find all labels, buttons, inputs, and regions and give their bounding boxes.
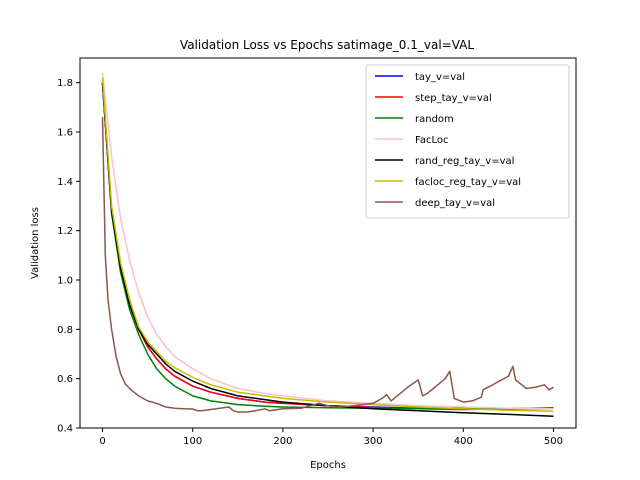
x-tick-label: 400 xyxy=(454,436,473,447)
x-axis-label: Epochs xyxy=(310,460,346,471)
legend-label: FacLoc xyxy=(415,135,448,146)
legend-label: step_tay_v=val xyxy=(415,93,492,104)
y-tick-label: 1.2 xyxy=(57,226,73,237)
y-axis: 0.4 0.6 0.8 1.0 1.2 1.4 1.6 1.8 xyxy=(57,78,80,435)
legend-box xyxy=(365,64,570,219)
y-tick-label: 0.8 xyxy=(57,325,73,336)
series-line-3 xyxy=(101,72,554,410)
y-tick-label: 0.6 xyxy=(57,374,73,385)
x-axis: 0 100 200 300 400 500 xyxy=(99,428,563,447)
x-tick-label: 200 xyxy=(273,436,292,447)
series-line-2 xyxy=(101,82,554,410)
y-tick-label: 1.0 xyxy=(57,276,73,287)
x-tick-label: 100 xyxy=(183,436,202,447)
legend-label: random xyxy=(415,114,454,125)
legend-label: facloc_reg_tay_v=val xyxy=(415,177,521,188)
series-line-5 xyxy=(101,77,554,412)
y-axis-label: Validation loss xyxy=(30,207,41,279)
y-tick-label: 1.6 xyxy=(57,128,73,139)
x-tick-label: 0 xyxy=(99,436,105,447)
series-line-6 xyxy=(101,117,554,413)
chart-title: Validation Loss vs Epochs satimage_0.1_v… xyxy=(180,38,474,52)
legend-label: deep_tay_v=val xyxy=(415,198,495,209)
y-tick-label: 1.8 xyxy=(57,78,73,89)
y-tick-label: 1.4 xyxy=(57,177,73,188)
x-tick-label: 300 xyxy=(364,436,383,447)
y-tick-label: 0.4 xyxy=(57,424,73,435)
series-layer xyxy=(101,72,554,417)
legend-label: tay_v=val xyxy=(415,72,465,83)
x-tick-label: 500 xyxy=(544,436,563,447)
legend-label: rand_reg_tay_v=val xyxy=(415,156,514,167)
series-line-4 xyxy=(101,82,554,417)
